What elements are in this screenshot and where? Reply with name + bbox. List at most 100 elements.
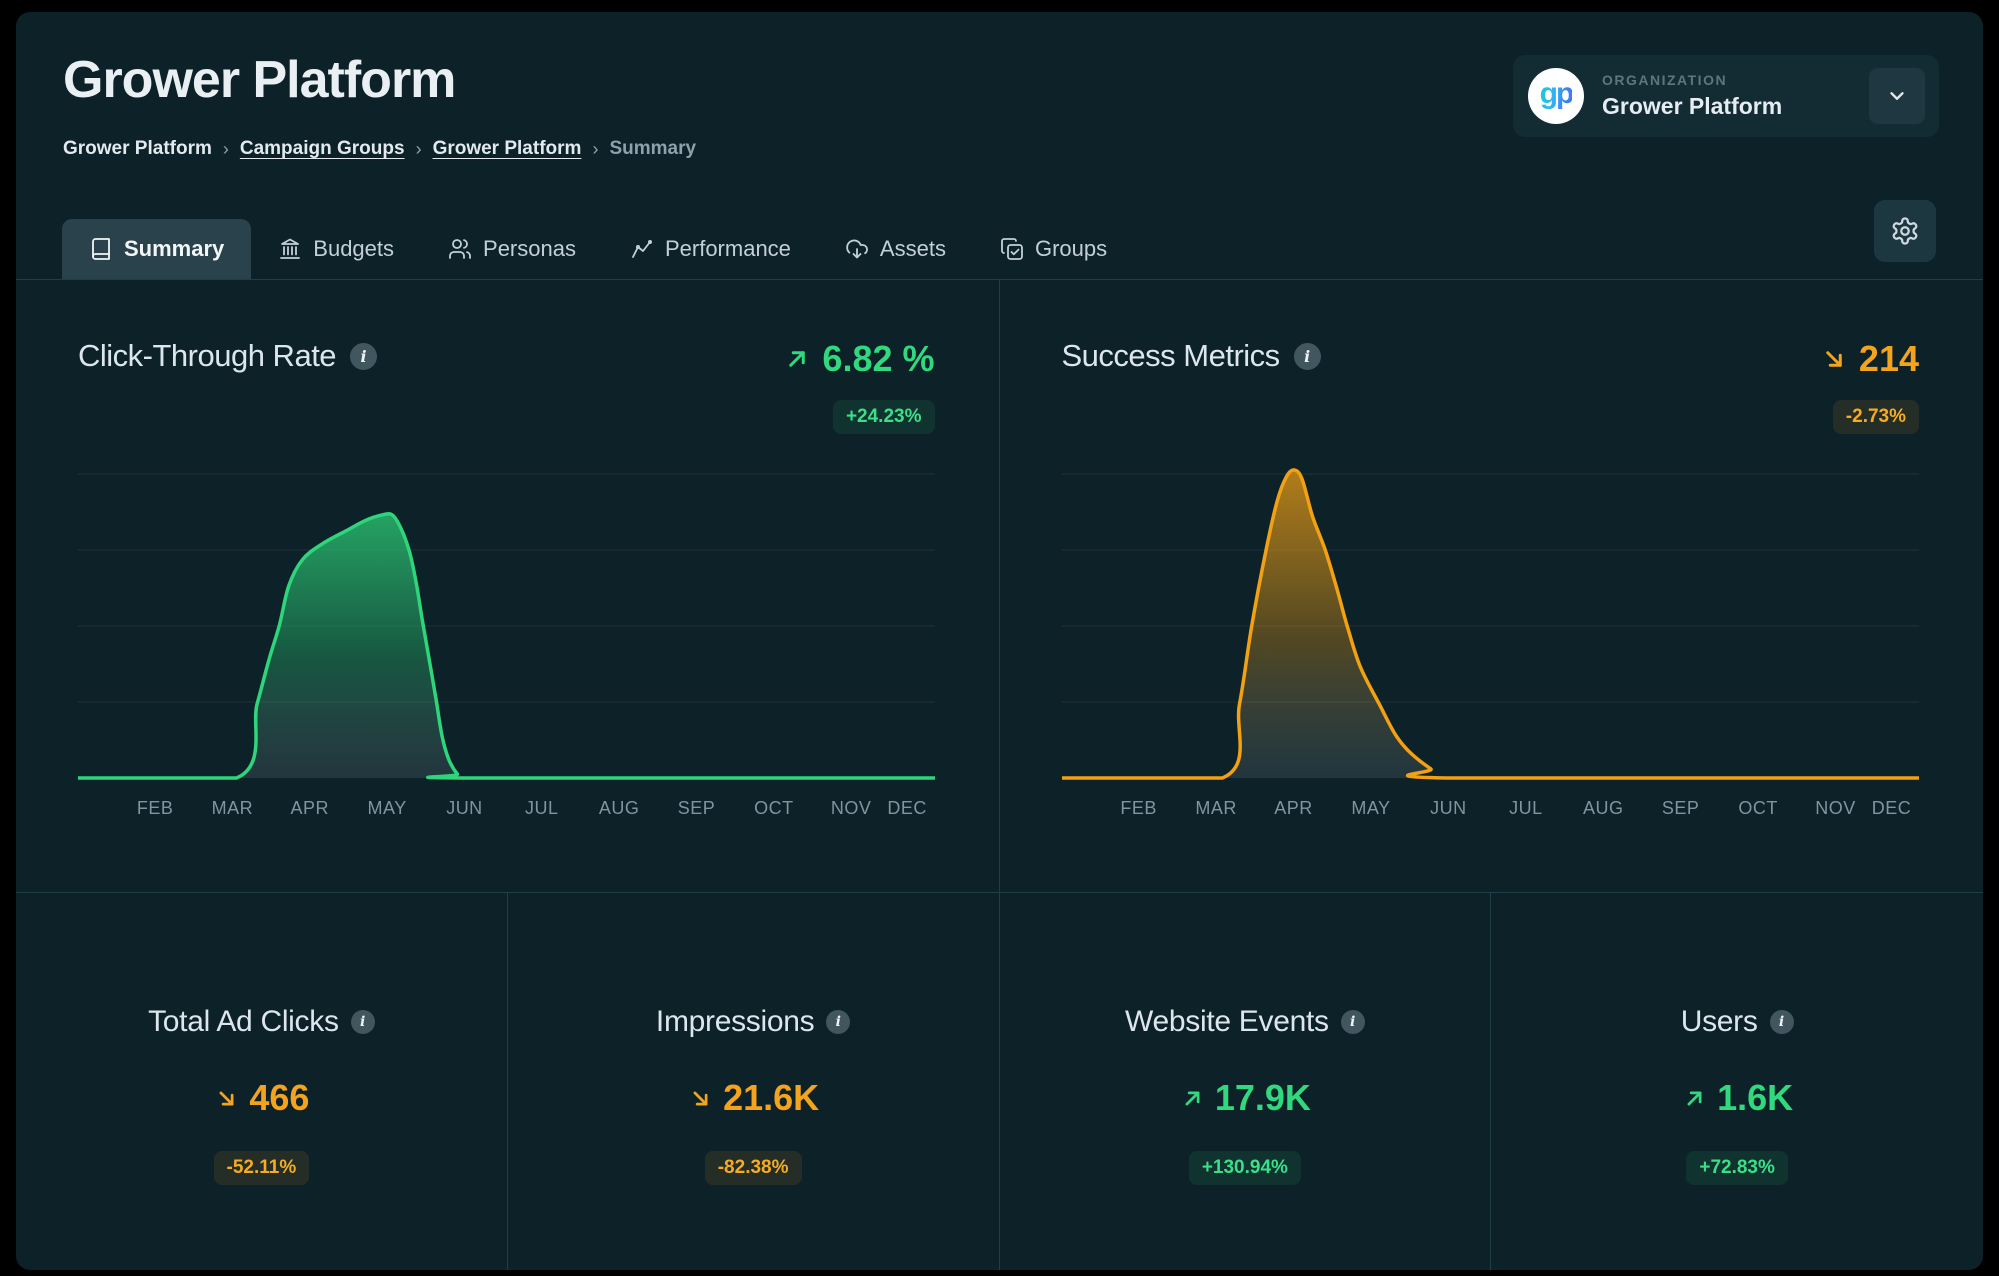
arrow-up-right-icon — [1179, 1085, 1206, 1112]
x-axis-label: MAY — [1351, 798, 1390, 819]
organization-selector[interactable]: gp ORGANIZATION Grower Platform — [1513, 55, 1939, 137]
change-badge: +130.94% — [1189, 1151, 1301, 1185]
x-axis-label: DEC — [1872, 798, 1912, 819]
x-axis-label: JUL — [1509, 798, 1543, 819]
metric-value: 17.9K — [1179, 1077, 1311, 1119]
chart-line — [78, 514, 935, 778]
tab-label: Budgets — [313, 236, 394, 262]
header: Grower Platform Grower Platform › Campai… — [16, 12, 1983, 220]
x-axis-label: NOV — [831, 798, 872, 819]
x-axis-label: APR — [1274, 798, 1313, 819]
tab-performance[interactable]: Performance — [603, 219, 818, 279]
breadcrumb-item[interactable]: Campaign Groups — [240, 138, 405, 160]
tab-label: Summary — [124, 236, 224, 262]
x-axis: FEBMARAPRMAYJUNJULAUGSEPOCTNOVDEC — [1062, 798, 1920, 828]
info-icon[interactable]: i — [826, 1010, 850, 1034]
app-window: Grower Platform Grower Platform › Campai… — [16, 12, 1983, 1270]
change-badge: -52.11% — [214, 1151, 310, 1185]
metric-value: 466 — [213, 1077, 309, 1119]
breadcrumb: Grower Platform › Campaign Groups › Grow… — [63, 138, 1937, 160]
chart-title: Click-Through Rate — [78, 338, 336, 374]
bank-icon — [278, 237, 302, 261]
arrow-up-right-icon — [782, 344, 812, 374]
x-axis-label: SEP — [1662, 798, 1700, 819]
organization-logo-text: gp — [1540, 77, 1573, 111]
change-badge: +72.83% — [1686, 1151, 1788, 1185]
users-icon — [448, 237, 472, 261]
x-axis-label: MAY — [368, 798, 407, 819]
metric-title: Total Ad Clicks — [148, 1005, 339, 1039]
x-axis-label: SEP — [678, 798, 716, 819]
chart-title: Success Metrics — [1062, 338, 1280, 374]
gear-icon — [1890, 216, 1920, 246]
metric-card-impressions: Impressions i 21.6K -82.38% — [508, 893, 1000, 1270]
x-axis-label: AUG — [1583, 798, 1624, 819]
chart-line — [1062, 470, 1920, 778]
x-axis-label: MAR — [1195, 798, 1237, 819]
breadcrumb-item[interactable]: Grower Platform — [433, 138, 582, 160]
metric-value: 1.6K — [1681, 1077, 1793, 1119]
tab-budgets[interactable]: Budgets — [251, 219, 421, 279]
x-axis-label: JUL — [525, 798, 559, 819]
cloud-down-icon — [845, 237, 869, 261]
change-badge: +24.23% — [833, 400, 935, 434]
organization-name: Grower Platform — [1602, 93, 1869, 120]
chart-card-success-metrics: Success Metrics i 214 -2.73% — [1000, 280, 1984, 892]
metric-title: Impressions — [656, 1005, 814, 1039]
tab-label: Personas — [483, 236, 576, 262]
breadcrumb-separator-icon: › — [223, 139, 229, 160]
info-icon[interactable]: i — [1770, 1010, 1794, 1034]
x-axis-label: JUN — [446, 798, 483, 819]
metric-card-total-ad-clicks: Total Ad Clicks i 466 -52.11% — [16, 893, 508, 1270]
chart-area-fill — [1062, 470, 1920, 778]
info-icon[interactable]: i — [1341, 1010, 1365, 1034]
x-axis-label: FEB — [1120, 798, 1157, 819]
metric-title: Website Events — [1125, 1005, 1329, 1039]
change-badge: -82.38% — [705, 1151, 802, 1185]
arrow-down-right-icon — [213, 1085, 240, 1112]
x-axis-label: APR — [291, 798, 330, 819]
chart-icon — [630, 237, 654, 261]
chevron-down-icon — [1886, 85, 1908, 107]
tab-personas[interactable]: Personas — [421, 219, 603, 279]
breadcrumb-item: Summary — [609, 138, 696, 160]
x-axis-label: JUN — [1430, 798, 1467, 819]
area-chart-svg — [1062, 452, 1920, 792]
tab-label: Performance — [665, 236, 791, 262]
arrow-down-right-icon — [1819, 344, 1849, 374]
settings-button[interactable] — [1874, 200, 1936, 262]
organization-dropdown-button[interactable] — [1869, 68, 1925, 124]
organization-logo: gp — [1528, 68, 1584, 124]
tab-assets[interactable]: Assets — [818, 219, 973, 279]
tab-summary[interactable]: Summary — [62, 219, 251, 279]
chart-area-fill — [78, 514, 935, 778]
metric-card-users: Users i 1.6K +72.83% — [1491, 893, 1983, 1270]
info-icon[interactable]: i — [1294, 343, 1321, 370]
arrow-down-right-icon — [687, 1085, 714, 1112]
metric-cards-row: Total Ad Clicks i 466 -52.11% Impression… — [16, 892, 1983, 1270]
area-chart-svg — [78, 452, 935, 792]
tab-bar: Summary Budgets Personas Performance Ass… — [16, 220, 1983, 280]
x-axis-label: FEB — [137, 798, 174, 819]
x-axis-label: NOV — [1815, 798, 1856, 819]
breadcrumb-separator-icon: › — [416, 139, 422, 160]
x-axis-label: OCT — [754, 798, 794, 819]
tab-label: Groups — [1035, 236, 1107, 262]
info-icon[interactable]: i — [350, 343, 377, 370]
x-axis-label: MAR — [212, 798, 254, 819]
area-chart: FEB MAR APR MAY JUN JUL AUG SEP OCT NOV DEC — [78, 452, 935, 828]
copy-check-icon — [1000, 237, 1024, 261]
x-axis-label: DEC — [887, 798, 927, 819]
info-icon[interactable]: i — [351, 1010, 375, 1034]
tab-groups[interactable]: Groups — [973, 219, 1134, 279]
x-axis: FEB MAR APR MAY JUN JUL AUG SEP OCT NOV DEC — [78, 798, 935, 828]
area-chart: FEBMARAPRMAYJUNJULAUGSEPOCTNOVDEC — [1062, 452, 1920, 828]
organization-label: ORGANIZATION — [1602, 72, 1869, 88]
chart-card-click-through-rate: Click-Through Rate i 6.82 % +24.23% — [16, 280, 1000, 892]
x-axis-label: AUG — [599, 798, 640, 819]
arrow-up-right-icon — [1681, 1085, 1708, 1112]
breadcrumb-item[interactable]: Grower Platform — [63, 138, 212, 160]
tab-label: Assets — [880, 236, 946, 262]
chart-current-value: 6.82 % — [782, 338, 934, 380]
metric-title: Users — [1681, 1005, 1758, 1039]
